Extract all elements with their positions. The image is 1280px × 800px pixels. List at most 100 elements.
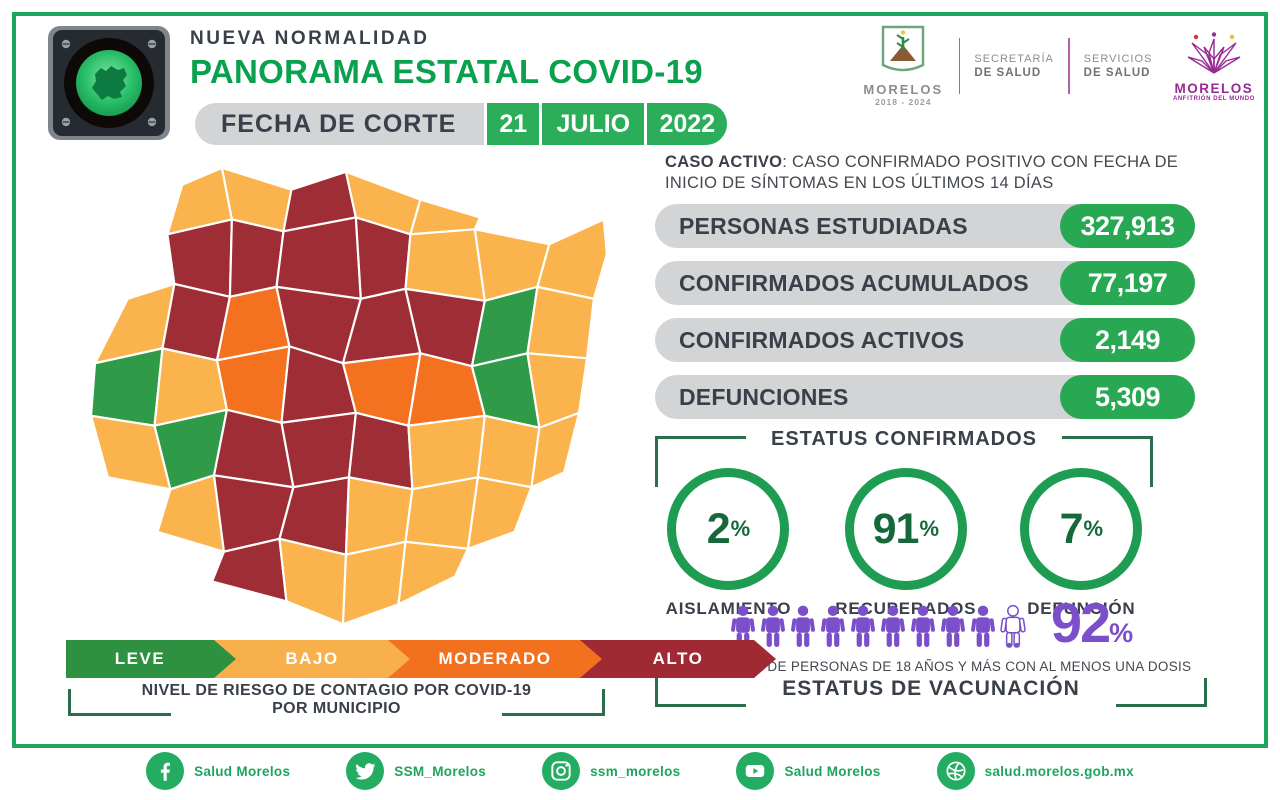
status-circle-item: 7 % DEFUNCIÓN xyxy=(1020,468,1143,619)
bracket-line xyxy=(1116,678,1207,707)
morelos-map xyxy=(62,150,620,638)
vaccination-title: ESTATUS DE VACUNACIÓN xyxy=(782,677,1080,700)
brand-name: MORELOS xyxy=(1174,80,1254,96)
servicios-line1: SERVICIOS xyxy=(1083,53,1153,65)
legend-caption-line2: POR MUNICIPIO xyxy=(272,700,401,717)
percentage-value: 7 xyxy=(1059,504,1084,553)
social-label: SSM_Morelos xyxy=(394,763,487,779)
map-region-bajo xyxy=(476,414,541,489)
secretaria-line2: DE SALUD xyxy=(974,67,1042,79)
stat-value: 77,197 xyxy=(1060,261,1195,305)
active-case-definition: : CASO CONFIRMADO POSITIVO CON FECHA DE … xyxy=(665,153,1179,192)
social-label: ssm_morelos xyxy=(590,763,681,779)
person-icon xyxy=(820,605,845,648)
percent-sign: % xyxy=(1109,618,1134,648)
legend-caption: NIVEL DE RIESGO DE CONTAGIO POR COVID-19… xyxy=(66,682,607,717)
person-icon xyxy=(910,605,935,648)
stat-value: 327,913 xyxy=(1060,204,1195,248)
status-circle-item: 91 % RECUPERADOS xyxy=(835,468,976,619)
person-icon xyxy=(880,605,905,648)
bracket-line xyxy=(655,678,746,707)
map-region-alto xyxy=(275,216,362,300)
legend-item-leve: LEVE xyxy=(66,640,236,678)
social-label: Salud Morelos xyxy=(194,763,291,779)
stat-label: DEFUNCIONES xyxy=(679,383,849,410)
percent-sign: % xyxy=(1083,516,1104,541)
percentage-label: AISLAMIENTO xyxy=(665,599,792,618)
map-region-bajo xyxy=(278,537,348,626)
facebook-icon xyxy=(146,752,185,790)
card-border xyxy=(12,12,1268,748)
divider xyxy=(1067,38,1070,94)
stat-label: PERSONAS ESTUDIADAS xyxy=(679,212,968,239)
date-day: 21 xyxy=(487,103,540,145)
instagram-icon xyxy=(542,752,581,790)
map-region-bajo xyxy=(466,476,533,550)
social-link-facebook[interactable]: Salud Morelos xyxy=(146,752,290,790)
map-region-bajo xyxy=(404,476,479,550)
morelos-silhouette xyxy=(92,66,127,100)
person-icon xyxy=(790,605,815,648)
bracket-line xyxy=(655,436,746,487)
stat-value: 5,309 xyxy=(1060,375,1195,419)
active-case-term: CASO ACTIVO xyxy=(665,153,783,171)
secretaria-line1: SECRETARÍA xyxy=(974,53,1054,65)
morelos-brand-logo: MORELOS ANFITRIÓN DEL MUNDO xyxy=(1171,31,1257,102)
percentage-label: DEFUNCIÓN xyxy=(1027,599,1136,618)
percent-sign: % xyxy=(919,516,939,541)
percent-sign: % xyxy=(730,516,751,541)
page-supertitle: NUEVA NORMALIDAD xyxy=(190,28,430,49)
stat-bar: CONFIRMADOS ACUMULADOS 77,197 xyxy=(655,261,1195,305)
vaccination-percent-value: 92 xyxy=(1050,591,1111,654)
stat-bar: DEFUNCIONES 5,309 xyxy=(655,375,1195,419)
coat-of-arms-icon xyxy=(882,25,925,72)
servicios-line2: DE SALUD xyxy=(1083,67,1151,79)
status-circles-row: 2 % AISLAMIENTO 91 % RECUPERADOS 7 % DEF… xyxy=(655,468,1153,619)
status-confirmed-title: ESTATUS CONFIRMADOS xyxy=(770,428,1038,450)
traffic-light-icon xyxy=(48,26,170,140)
percentage-value: 91 xyxy=(872,504,920,553)
web-icon xyxy=(936,752,975,790)
date-cutoff-pill: FECHA DE CORTE 21 JULIO 2022 xyxy=(195,103,728,145)
bracket-line xyxy=(68,689,171,716)
percentage-circle: 91 % xyxy=(844,468,967,590)
vaccination-note: PORCENTAJE DE PERSONAS DE 18 AÑOS Y MÁS … xyxy=(670,659,1192,674)
stat-label: CONFIRMADOS ACUMULADOS xyxy=(679,269,1029,296)
stat-bar: PERSONAS ESTUDIADAS 327,913 xyxy=(655,204,1195,248)
social-link-web[interactable]: salud.morelos.gob.mx xyxy=(936,752,1134,790)
map-region-bajo xyxy=(536,218,608,300)
divider xyxy=(958,38,961,94)
map-region-alto xyxy=(347,411,414,491)
percentage-value: 2 xyxy=(706,504,731,553)
date-month: JULIO xyxy=(542,103,645,145)
person-icon xyxy=(730,605,755,648)
social-label: Salud Morelos xyxy=(784,763,881,779)
stat-bar: CONFIRMADOS ACTIVOS 2,149 xyxy=(655,318,1195,362)
youtube-icon xyxy=(736,752,775,790)
map-region-alto xyxy=(280,411,357,489)
stats-list: PERSONAS ESTUDIADAS 327,913 CONFIRMADOS A… xyxy=(655,204,1195,432)
coat-years: 2018 - 2024 xyxy=(875,97,932,107)
map-region-bajo xyxy=(341,540,407,626)
risk-legend: LEVE BAJO MODERADO ALTO xyxy=(66,640,776,678)
percentage-label: RECUPERADOS xyxy=(835,599,977,618)
social-link-instagram[interactable]: ssm_morelos xyxy=(542,752,680,790)
status-circle-item: 2 % AISLAMIENTO xyxy=(666,468,792,619)
legend-item-bajo: BAJO xyxy=(214,640,410,678)
secretaria-salud-logo: SECRETARÍA DE SALUD xyxy=(974,53,1053,79)
servicios-salud-logo: SERVICIOS DE SALUD xyxy=(1084,53,1161,79)
screw-icons xyxy=(61,39,157,127)
social-link-youtube[interactable]: Salud Morelos xyxy=(736,752,880,790)
stat-value: 2,149 xyxy=(1060,318,1195,362)
person-icon xyxy=(970,605,995,648)
active-case-note: CASO ACTIVO: CASO CONFIRMADO POSITIVO CO… xyxy=(665,152,1213,193)
social-link-twitter[interactable]: SSM_Morelos xyxy=(346,752,486,790)
legend-item-moderado: MODERADO xyxy=(388,640,602,678)
morelos-flower-icon xyxy=(1187,31,1241,74)
morelos-choropleth-map xyxy=(89,166,608,626)
vaccination-section: 92 % PORCENTAJE DE PERSONAS DE 18 AÑOS Y… xyxy=(653,591,1209,707)
date-year: 2022 xyxy=(647,103,728,145)
stat-label: CONFIRMADOS ACTIVOS xyxy=(679,326,965,353)
percentage-circle: 2 % xyxy=(667,468,790,590)
page-title: PANORAMA ESTATAL COVID-19 xyxy=(190,53,703,90)
